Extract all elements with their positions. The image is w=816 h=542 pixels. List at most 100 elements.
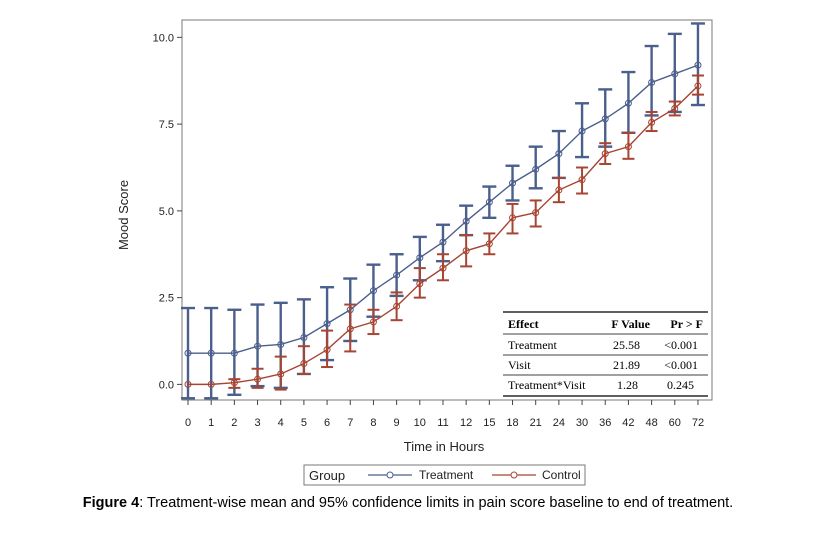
treatment-mean-marker xyxy=(624,99,632,107)
x-tick-label: 18 xyxy=(506,417,518,429)
treatment-mean-marker xyxy=(300,334,308,342)
x-tick-label: 72 xyxy=(692,417,704,429)
treatment-mean-marker xyxy=(439,238,447,246)
x-tick-label: 11 xyxy=(437,417,448,429)
series-layer xyxy=(181,22,705,400)
treatment-mean-marker xyxy=(532,165,540,173)
x-tick-label: 42 xyxy=(622,417,634,429)
control-mean-marker xyxy=(230,379,238,387)
treatment-mean-marker xyxy=(393,271,401,279)
treatment-mean-marker xyxy=(277,340,285,348)
stats-header-effect: Effect xyxy=(508,317,539,331)
treatment-mean-marker xyxy=(671,70,679,78)
x-tick-label: 2 xyxy=(231,417,237,429)
treatment-mean-marker xyxy=(254,342,262,350)
x-tick-label: 3 xyxy=(254,417,260,429)
stats-row-2-effect: Visit xyxy=(508,358,531,372)
control-mean-marker xyxy=(601,150,609,158)
legend-treatment-marker xyxy=(386,471,394,479)
control-mean-marker xyxy=(555,186,563,194)
treatment-mean-marker xyxy=(578,127,586,135)
y-tick-label: 0.0 xyxy=(159,379,174,391)
control-mean-marker xyxy=(346,325,354,333)
stats-table-background xyxy=(503,310,708,398)
control-mean-marker xyxy=(578,176,586,184)
legend-control-label: Control xyxy=(542,468,581,482)
stats-row-1-effect: Treatment xyxy=(508,338,558,352)
control-mean-marker xyxy=(439,264,447,272)
stats-header-p: Pr > F xyxy=(670,317,703,331)
treatment-mean-marker xyxy=(462,217,470,225)
control-mean-marker xyxy=(369,318,377,326)
control-mean-marker xyxy=(532,209,540,217)
caption-text: : Treatment-wise mean and 95% confidence… xyxy=(139,495,734,511)
stats-header-fvalue: F Value xyxy=(611,317,650,331)
caption-label: Figure 4 xyxy=(82,495,140,511)
y-tick-label: 10.0 xyxy=(153,32,174,44)
stats-row-2-fvalue: 21.89 xyxy=(613,358,640,372)
control-mean-line xyxy=(188,85,699,386)
x-tick-label: 10 xyxy=(414,417,426,429)
stats-row-3-p: 0.245 xyxy=(667,378,694,392)
treatment-mean-marker xyxy=(369,287,377,295)
treatment-mean-marker xyxy=(509,179,517,187)
y-axis-title: Mood Score xyxy=(116,180,131,250)
chart-canvas: 0.02.55.07.510.0 Mood Score 0 1 2 3 4 5 6 7 8 9 10… xyxy=(116,19,713,486)
control-mean-marker xyxy=(416,280,424,288)
x-tick-label: 1 xyxy=(208,417,214,429)
x-axis-title: Time in Hours xyxy=(404,439,485,454)
x-tick-label: 5 xyxy=(301,417,307,429)
legend-frame xyxy=(303,464,586,486)
treatment-mean-marker xyxy=(323,320,331,328)
treatment-mean-marker xyxy=(694,61,702,69)
control-mean-marker xyxy=(207,380,215,388)
treatment-mean-marker xyxy=(416,254,424,262)
plot-frame xyxy=(181,19,713,401)
control-mean-marker xyxy=(393,302,401,310)
treatment-mean-marker xyxy=(485,198,493,206)
x-axis: 0 1 2 3 4 5 6 7 8 9 10 11 12 15 18 21 24 30 36 42 48 60 72 xyxy=(185,400,704,429)
legend: Group Treatment Control xyxy=(303,464,586,486)
legend-control-marker xyxy=(510,471,518,479)
treatment-mean-marker xyxy=(230,349,238,357)
treatment-mean-marker xyxy=(601,115,609,123)
x-tick-label: 0 xyxy=(185,417,191,429)
control-mean-marker xyxy=(277,370,285,378)
control-mean-marker xyxy=(184,380,192,388)
control-mean-marker xyxy=(462,247,470,255)
control-series xyxy=(184,74,704,391)
control-mean-marker xyxy=(624,143,632,151)
treatment-mean-marker xyxy=(555,150,563,158)
x-tick-label: 30 xyxy=(576,417,588,429)
x-tick-label: 8 xyxy=(370,417,376,429)
stats-row-1-fvalue: 25.58 xyxy=(613,338,640,352)
treatment-mean-line xyxy=(188,64,699,354)
y-axis: 0.0 2.5 5.0 7.5 10.0 xyxy=(153,32,182,391)
treatment-mean-marker xyxy=(207,349,215,357)
x-tick-label: 24 xyxy=(553,417,565,429)
control-mean-marker xyxy=(648,118,656,126)
y-tick-label: 7.5 xyxy=(159,119,174,131)
x-tick-label: 9 xyxy=(394,417,400,429)
control-mean-marker xyxy=(254,375,262,383)
stats-row-3-effect: Treatment*Visit xyxy=(508,378,586,392)
x-tick-label: 6 xyxy=(324,417,330,429)
x-tick-label: 48 xyxy=(645,417,657,429)
stats-table: Effect F Value Pr > F Treatment 25.58 <0… xyxy=(503,310,708,398)
y-tick-label: 2.5 xyxy=(159,293,174,305)
control-mean-marker xyxy=(323,346,331,354)
x-tick-label: 12 xyxy=(460,417,472,429)
x-tick-label: 4 xyxy=(278,417,284,429)
x-tick-label: 7 xyxy=(347,417,353,429)
x-tick-label: 60 xyxy=(669,417,681,429)
control-mean-marker xyxy=(671,104,679,112)
legend-title: Group xyxy=(309,468,345,483)
x-tick-label: 21 xyxy=(530,417,542,429)
control-mean-marker xyxy=(485,240,493,248)
stats-row-1-p: <0.001 xyxy=(664,338,698,352)
control-mean-marker xyxy=(300,360,308,368)
stats-row-2-p: <0.001 xyxy=(664,358,698,372)
x-tick-label: 36 xyxy=(599,417,611,429)
stats-row-3-fvalue: 1.28 xyxy=(617,378,638,392)
legend-treatment-label: Treatment xyxy=(419,468,474,482)
